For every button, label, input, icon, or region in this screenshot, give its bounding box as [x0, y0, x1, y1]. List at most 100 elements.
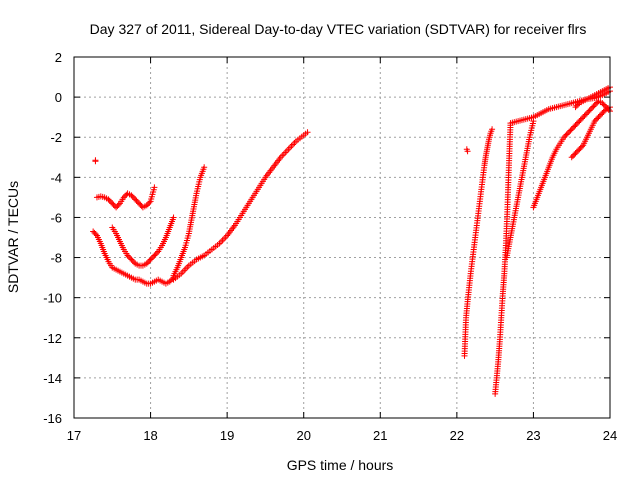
data-point: [569, 152, 576, 159]
data-point: [167, 277, 174, 284]
data-point: [124, 252, 131, 259]
data-point: [134, 199, 141, 206]
data-point: [578, 115, 585, 122]
y-tick-label: -10: [43, 291, 62, 306]
data-point: [92, 157, 99, 164]
data-point: [575, 101, 582, 108]
data-point: [152, 251, 159, 258]
x-axis-label: GPS time / hours: [287, 457, 394, 473]
data-point: [576, 146, 583, 153]
data-point: [599, 100, 606, 107]
data-point: [153, 249, 160, 256]
data-point: [106, 197, 113, 204]
y-tick-label: -8: [50, 251, 62, 266]
plot-border: [73, 56, 611, 419]
data-point: [601, 107, 608, 114]
data-point: [489, 126, 496, 133]
data-point: [564, 130, 571, 137]
data-point: [563, 131, 570, 138]
data-point: [145, 201, 152, 208]
data-point: [137, 201, 144, 208]
data-point: [584, 110, 591, 117]
data-point: [90, 228, 97, 235]
data-point: [592, 100, 599, 107]
data-point: [568, 154, 575, 161]
x-tick-label: 17: [67, 428, 81, 443]
data-point: [587, 106, 594, 113]
x-tick-label: 21: [373, 428, 387, 443]
data-point: [576, 118, 583, 125]
data-point: [567, 127, 574, 134]
data-points: [90, 84, 613, 397]
chart-title: Day 327 of 2011, Sidereal Day-to-day VTE…: [90, 21, 587, 37]
data-point: [573, 148, 580, 155]
data-point: [585, 108, 592, 115]
data-point: [151, 252, 158, 259]
data-point: [464, 148, 471, 155]
data-point: [591, 102, 598, 109]
data-point: [125, 253, 132, 260]
data-point: [586, 107, 593, 114]
x-tick-label: 18: [143, 428, 157, 443]
data-point: [304, 129, 311, 136]
data-point: [114, 203, 121, 210]
y-tick-label: -12: [43, 331, 62, 346]
y-tick-label: -14: [43, 371, 62, 386]
data-point: [594, 115, 601, 122]
x-tick-label: 23: [526, 428, 540, 443]
data-point: [582, 111, 589, 118]
data-point: [147, 256, 154, 263]
data-point: [573, 102, 580, 109]
data-point: [115, 201, 122, 208]
data-point: [599, 110, 606, 117]
x-tick-label: 19: [220, 428, 234, 443]
x-tick-label: 22: [450, 428, 464, 443]
data-point: [109, 200, 116, 207]
data-point: [136, 200, 143, 207]
data-point: [568, 126, 575, 133]
data-point: [129, 193, 136, 200]
data-point: [127, 255, 134, 262]
data-point: [130, 259, 137, 266]
data-point: [128, 256, 135, 263]
grid: [74, 57, 610, 418]
data-point: [166, 278, 173, 285]
data-point: [146, 257, 153, 264]
data-point: [575, 119, 582, 126]
data-point: [129, 257, 136, 264]
y-tick-label: -4: [50, 170, 62, 185]
y-tick-label: 2: [55, 50, 62, 65]
data-point: [572, 104, 579, 111]
data-point: [151, 184, 158, 191]
data-point: [562, 132, 569, 139]
data-point: [571, 151, 578, 158]
data-point: [92, 231, 99, 238]
data-point: [590, 103, 597, 110]
data-point: [128, 192, 135, 199]
data-point: [592, 116, 599, 123]
data-point: [595, 114, 602, 121]
data-point: [591, 118, 598, 125]
data-point: [581, 112, 588, 119]
y-axis-label: SDTVAR / TECUs: [5, 181, 21, 293]
data-point: [578, 143, 585, 150]
data-point: [113, 204, 120, 211]
data-point: [170, 214, 177, 221]
data-point: [569, 124, 576, 131]
data-point: [572, 150, 579, 157]
data-point: [108, 199, 115, 206]
data-point: [575, 147, 582, 154]
data-point: [148, 255, 155, 262]
y-tick-label: -6: [50, 210, 62, 225]
data-point: [577, 144, 584, 151]
y-tick-label: -16: [43, 411, 62, 426]
data-point: [572, 122, 579, 129]
data-point: [577, 116, 584, 123]
data-point: [600, 101, 607, 108]
data-point: [596, 112, 603, 119]
data-point: [145, 259, 152, 266]
data-point: [573, 120, 580, 127]
data-point: [120, 194, 127, 201]
